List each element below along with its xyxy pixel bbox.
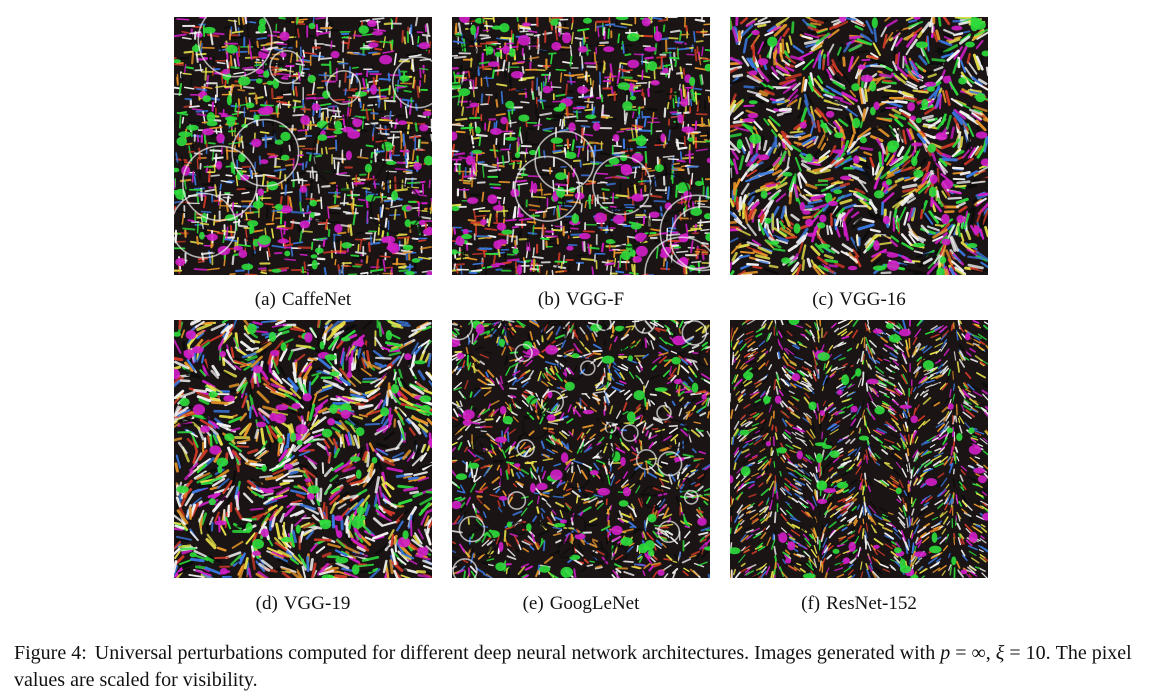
panel-googlenet — [452, 320, 710, 578]
figure-caption: Figure 4: Universal perturbations compute… — [14, 640, 1144, 694]
caption-eq-2: = 10. The pixel values are scaled for vi… — [14, 642, 1132, 691]
subcaption-letter: (f) — [801, 593, 821, 614]
caption-xi-variable: ξ — [995, 642, 1005, 664]
subcaption-letter: (c) — [812, 289, 834, 310]
figure-number: Figure 4: — [14, 642, 87, 664]
subcaption-c: (c) VGG-16 — [730, 289, 988, 311]
perturbation-image-vggf — [452, 17, 710, 275]
subcaption-a: (a) CaffeNet — [174, 289, 432, 311]
subcaption-name: GoogLeNet — [549, 593, 640, 614]
subcaption-name: VGG-16 — [839, 289, 906, 310]
subcaption-name: VGG-19 — [283, 593, 351, 614]
subcaption-e: (e) GoogLeNet — [452, 593, 710, 615]
panel-vgg19 — [174, 320, 432, 578]
perturbation-image-resnet152 — [730, 320, 988, 578]
perturbation-image-googlenet — [452, 320, 710, 578]
panel-vggf — [452, 17, 710, 275]
subcaption-name: VGG-F — [566, 289, 625, 310]
caption-text-1: Universal perturbations computed for dif… — [94, 642, 941, 664]
subcaption-f: (f) ResNet-152 — [730, 593, 988, 615]
panel-caffenet — [174, 17, 432, 275]
perturbation-image-vgg19 — [174, 320, 432, 578]
subcaption-letter: (d) — [255, 593, 278, 614]
perturbation-image-vgg16 — [730, 17, 988, 275]
subcaption-name: CaffeNet — [281, 289, 352, 310]
caption-p-variable: p — [940, 642, 951, 664]
caption-eq-1: = ∞, — [950, 642, 991, 664]
panel-vgg16 — [730, 17, 988, 275]
subcaption-letter: (e) — [522, 593, 544, 614]
subcaption-d: (d) VGG-19 — [174, 593, 432, 615]
perturbation-image-caffenet — [174, 17, 432, 275]
subcaption-name: ResNet-152 — [826, 593, 917, 614]
panel-resnet152 — [730, 320, 988, 578]
subcaption-letter: (a) — [254, 289, 276, 310]
subcaption-letter: (b) — [537, 289, 561, 310]
subcaption-b: (b) VGG-F — [452, 289, 710, 311]
